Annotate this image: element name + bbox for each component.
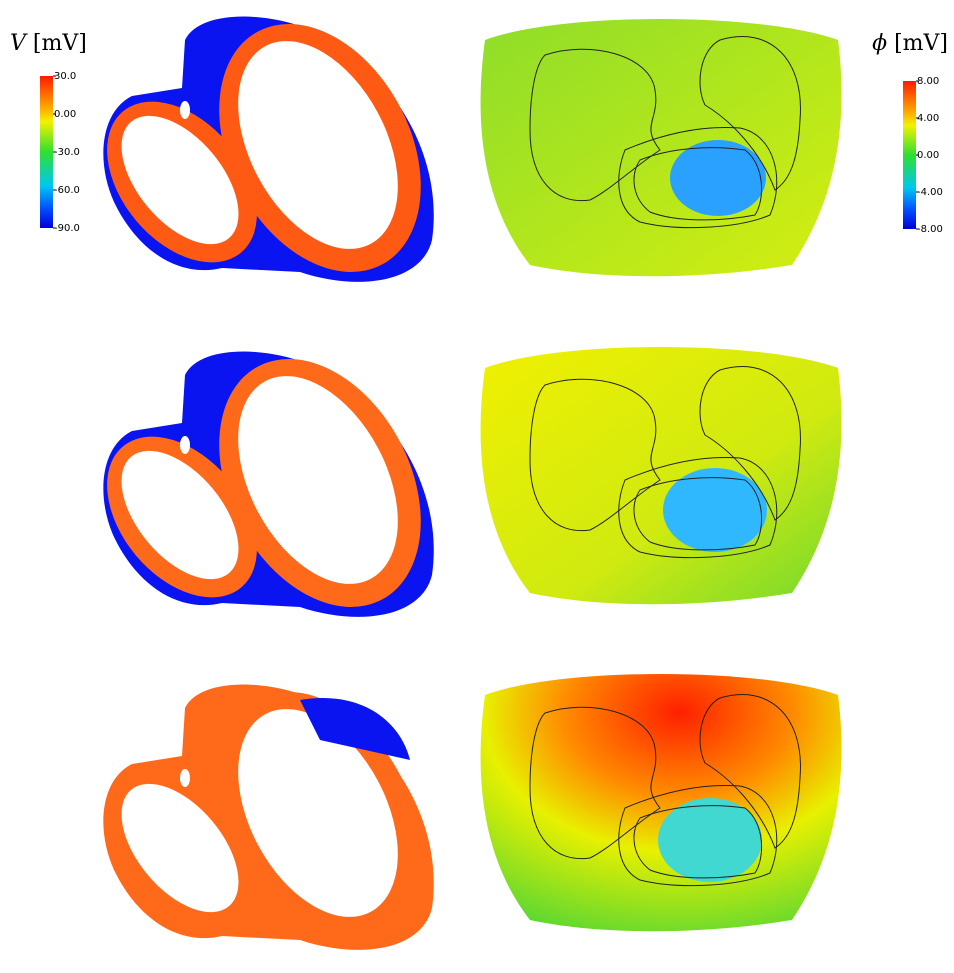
colorbar-symbol: ϕ: [872, 31, 887, 56]
colorbar-unit: [mV]: [894, 31, 948, 56]
colorbar-unit: [mV]: [33, 31, 87, 56]
colorbar-label: V [mV]: [10, 31, 87, 56]
heart-voltage: [76, 657, 462, 973]
heart-voltage: [76, 324, 462, 642]
tick-label: -30.0: [54, 147, 80, 158]
heart-region: [658, 798, 762, 882]
colorbars: V [mV] 30.0 0.00 -30.0 -60.0 -90.0 ϕ [mV] 8.00 4…: [10, 31, 948, 235]
tick-label: -8.00: [917, 224, 943, 235]
tick-label: 0.00: [54, 109, 76, 120]
tick-label: 8.00: [917, 76, 939, 87]
torso-potential: [480, 674, 842, 932]
torso-potential: [480, 19, 842, 277]
tick-label: 4.00: [917, 113, 939, 124]
torso-potential: [480, 347, 842, 605]
heart-voltage: [76, 0, 462, 307]
heart-region: [663, 468, 767, 552]
colorbar-label: ϕ [mV]: [872, 31, 948, 56]
tick-label: 30.0: [54, 71, 76, 82]
heart-region: [670, 140, 766, 216]
tick-label: -90.0: [54, 223, 80, 234]
tick-label: 0.00: [917, 150, 939, 161]
colorbar: [40, 76, 53, 228]
inactive-region: [300, 698, 410, 760]
tick-label: -4.00: [917, 187, 943, 198]
tick-label: -60.0: [54, 185, 80, 196]
colorbar: [903, 81, 916, 229]
colorbar-symbol: V: [10, 31, 28, 56]
